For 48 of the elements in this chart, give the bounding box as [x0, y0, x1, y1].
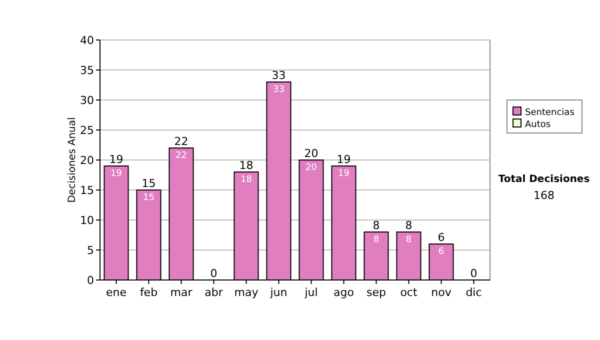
x-tick-label: nov — [431, 286, 452, 299]
total-label: 8 — [372, 219, 380, 232]
x-tick-label: ago — [334, 286, 354, 299]
x-tick-label: oct — [400, 286, 418, 299]
x-tick-label: feb — [140, 286, 158, 299]
x-tick-label: mar — [170, 286, 193, 299]
y-tick-label: 35 — [80, 64, 94, 77]
total-label: 19 — [109, 153, 124, 166]
y-tick-label: 25 — [80, 124, 94, 137]
data-label: 8 — [406, 235, 412, 245]
x-tick-label: jun — [269, 286, 288, 299]
x-tick-label: sep — [366, 286, 386, 299]
data-label: 22 — [176, 151, 187, 161]
total-label: 19 — [336, 153, 351, 166]
total-label: 0 — [470, 267, 478, 280]
total-label: 20 — [304, 147, 318, 160]
y-tick-label: 0 — [87, 274, 94, 287]
y-tick-label: 20 — [80, 154, 94, 167]
total-label: 33 — [272, 69, 286, 82]
data-label: 19 — [110, 169, 122, 179]
x-tick-label: abr — [204, 286, 224, 299]
total-label: 0 — [210, 267, 218, 280]
y-axis-title: Decisiones Anual — [67, 117, 78, 203]
y-tick-label: 30 — [80, 94, 94, 107]
total-label: 15 — [142, 177, 156, 190]
data-label: 20 — [306, 163, 318, 173]
total-label: 22 — [174, 135, 188, 148]
x-tick-label: dic — [466, 286, 482, 299]
total-label: 18 — [239, 159, 254, 172]
total-label: 6 — [438, 231, 445, 244]
text: 168 — [534, 189, 554, 202]
data-label: 19 — [338, 169, 350, 179]
y-tick-label: 10 — [80, 214, 94, 227]
y-tick-label: 5 — [87, 244, 94, 257]
data-label: 6 — [438, 247, 444, 257]
data-label: 15 — [143, 193, 154, 203]
text: Total Decisiones — [498, 174, 590, 185]
x-tick-label: ene — [106, 286, 127, 299]
y-tick-label: 40 — [80, 34, 94, 47]
legend-label: Autos — [525, 120, 551, 130]
data-label: 8 — [373, 235, 380, 245]
total-label: 8 — [405, 219, 412, 232]
x-tick-label: jul — [304, 286, 318, 299]
data-label: 18 — [240, 175, 252, 185]
y-tick-label: 15 — [80, 184, 94, 197]
legend-label: Sentencias — [525, 108, 575, 118]
data-label: 33 — [273, 85, 284, 95]
x-tick-label: may — [234, 286, 259, 299]
